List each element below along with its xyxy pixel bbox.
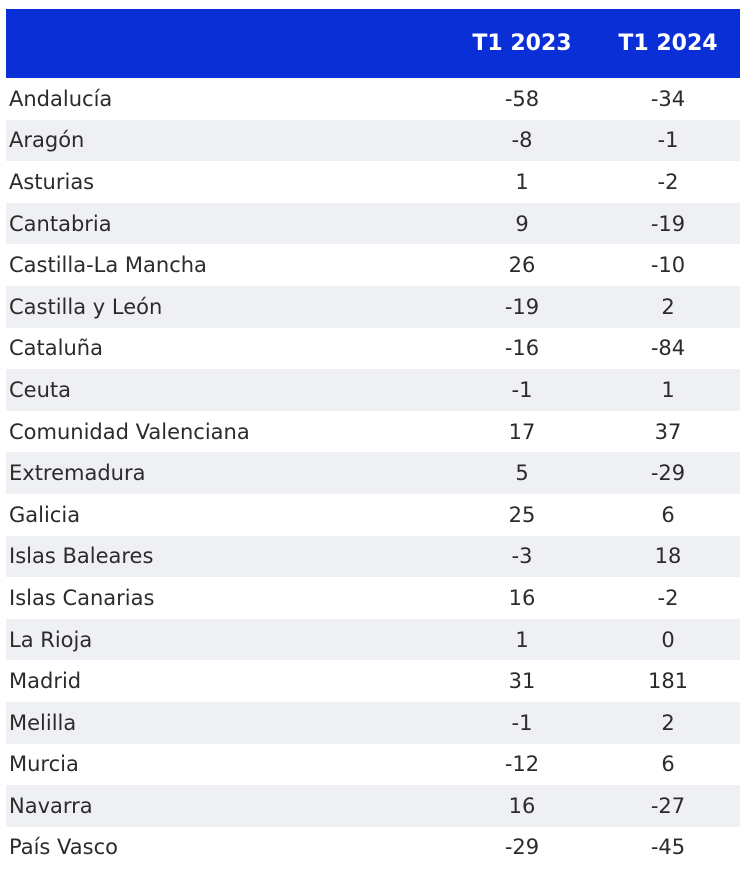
- t1-2023-cell: 31: [508, 669, 536, 694]
- t1-2024-cell: -2: [657, 585, 679, 610]
- t1-2024-cell: -34: [650, 86, 686, 111]
- t1-2023-cell: -19: [504, 294, 540, 319]
- table-row: Castilla y León -19 2: [6, 285, 740, 328]
- region-cell: Murcia: [9, 752, 79, 777]
- region-cell: Navarra: [9, 793, 93, 818]
- region-cell: Cantabria: [9, 211, 112, 236]
- table-row: Islas Baleares -3 18: [6, 535, 740, 578]
- header-t1-2024: T1 2024: [618, 31, 718, 56]
- t1-2024-cell: -1: [657, 128, 679, 153]
- table-row: Cataluña -16 -84: [6, 327, 740, 370]
- table-row: Comunidad Valenciana 17 37: [6, 410, 740, 453]
- t1-2024-cell: 0: [661, 627, 675, 652]
- region-cell: Galicia: [9, 502, 81, 527]
- t1-2024-cell: 6: [661, 502, 675, 527]
- table-row: Extremadura 5 -29: [6, 452, 740, 494]
- t1-2023-cell: 17: [508, 419, 536, 444]
- region-cell: Extremadura: [9, 461, 146, 486]
- t1-2023-cell: 26: [508, 253, 536, 278]
- region-cell: Andalucía: [9, 86, 113, 111]
- t1-2023-cell: 9: [515, 211, 529, 236]
- table-row: La Rioja 1 0: [6, 618, 740, 661]
- region-cell: Castilla-La Mancha: [9, 253, 207, 278]
- region-cell: Castilla y León: [9, 294, 163, 319]
- table-row: Ceuta -1 1: [6, 369, 740, 411]
- region-cell: Asturias: [9, 169, 95, 194]
- region-cell: Madrid: [9, 669, 82, 694]
- table-row: Galicia 25 6: [6, 493, 740, 536]
- table-row: Madrid 31 181: [6, 660, 740, 702]
- data-table: T1 2023 T1 2024 Andalucía -58 -34 Aragón -8 -…: [6, 9, 740, 869]
- region-cell: Aragón: [9, 128, 85, 153]
- table-row: Castilla-La Mancha 26 -10: [6, 244, 740, 286]
- t1-2024-cell: 6: [661, 752, 675, 777]
- region-cell: La Rioja: [9, 627, 93, 652]
- table-row: Navarra 16 -27: [6, 785, 740, 827]
- t1-2024-cell: 2: [661, 710, 675, 735]
- region-cell: Comunidad Valenciana: [9, 419, 250, 444]
- t1-2023-cell: -1: [511, 710, 533, 735]
- t1-2023-cell: 25: [508, 502, 536, 527]
- t1-2024-cell: 18: [654, 544, 682, 569]
- t1-2023-cell: -16: [504, 336, 540, 361]
- t1-2023-cell: 16: [508, 793, 536, 818]
- table-row: Cantabria 9 -19: [6, 202, 740, 245]
- table-header: T1 2023 T1 2024: [6, 9, 740, 78]
- t1-2024-cell: -84: [650, 336, 686, 361]
- table-row: Aragón -8 -1: [6, 119, 740, 162]
- t1-2023-cell: 5: [515, 461, 529, 486]
- t1-2023-cell: -58: [504, 86, 540, 111]
- t1-2023-cell: 16: [508, 585, 536, 610]
- region-cell: País Vasco: [9, 835, 118, 860]
- region-cell: Cataluña: [9, 336, 103, 361]
- table-body: Andalucía -58 -34 Aragón -8 -1 Asturias 1 -2 Cant…: [6, 78, 740, 869]
- t1-2024-cell: -10: [650, 253, 686, 278]
- header-t1-2023: T1 2023: [472, 31, 572, 56]
- table-row: Melilla -1 2: [6, 701, 740, 744]
- table-row: Asturias 1 -2: [6, 161, 740, 203]
- t1-2023-cell: -12: [504, 752, 540, 777]
- region-cell: Islas Baleares: [9, 544, 154, 569]
- t1-2024-cell: 181: [647, 669, 689, 694]
- t1-2024-cell: -19: [650, 211, 686, 236]
- t1-2024-cell: 1: [661, 377, 675, 402]
- table-row: Murcia -12 6: [6, 743, 740, 786]
- header-region: [6, 9, 448, 78]
- t1-2024-cell: -27: [650, 793, 686, 818]
- region-cell: Melilla: [9, 710, 77, 735]
- region-cell: Ceuta: [9, 377, 71, 402]
- t1-2024-cell: -29: [650, 461, 686, 486]
- table-row: Andalucía -58 -34: [6, 78, 740, 120]
- region-cell: Islas Canarias: [9, 585, 155, 610]
- t1-2023-cell: 1: [515, 169, 529, 194]
- t1-2023-cell: 1: [515, 627, 529, 652]
- t1-2023-cell: -29: [504, 835, 540, 860]
- t1-2024-cell: 37: [654, 419, 682, 444]
- t1-2023-cell: -3: [511, 544, 533, 569]
- table-row: Islas Canarias 16 -2: [6, 577, 740, 619]
- t1-2023-cell: -1: [511, 377, 533, 402]
- t1-2024-cell: -45: [650, 835, 686, 860]
- t1-2023-cell: -8: [511, 128, 533, 153]
- t1-2024-cell: 2: [661, 294, 675, 319]
- table-row: País Vasco -29 -45: [6, 826, 740, 869]
- t1-2024-cell: -2: [657, 169, 679, 194]
- header-row: T1 2023 T1 2024: [6, 9, 740, 78]
